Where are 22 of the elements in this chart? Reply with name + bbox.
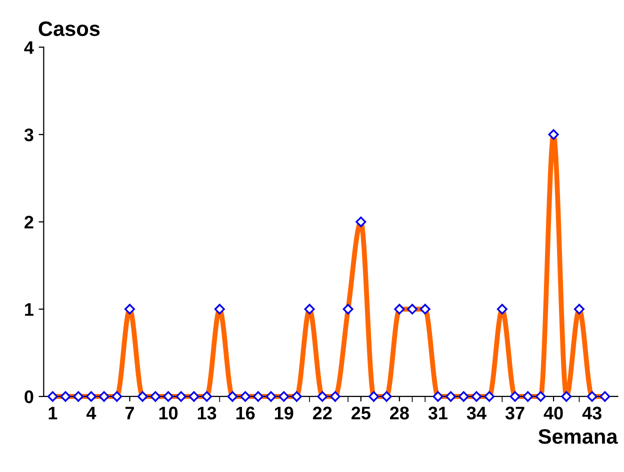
x-tick-label: 37 [505,406,524,420]
y-tick-label: 4 [24,41,34,54]
x-tick-label: 10 [159,406,178,420]
x-tick-label: 34 [466,406,486,420]
y-axis-title: Casos [38,21,100,36]
x-tick-label: 4 [86,406,96,420]
x-tick-label: 40 [544,406,563,420]
x-tick-label: 7 [125,406,134,420]
y-tick-label: 2 [24,216,34,228]
x-tick-label: 22 [312,406,332,420]
x-tick-label: 28 [390,406,409,420]
x-axis-title: Semana [538,429,618,444]
y-tick-label: 1 [25,303,34,316]
y-tick-label: 0 [24,390,34,404]
x-tick-label: 13 [198,406,216,420]
y-tick-label: 3 [24,128,34,142]
x-tick-label: 31 [428,406,448,420]
x-tick-label: 25 [351,406,370,420]
x-tick-label: 19 [274,406,294,420]
x-tick-label: 16 [236,406,255,420]
x-tick-label: 1 [48,406,58,420]
x-tick-label: 43 [582,406,602,420]
